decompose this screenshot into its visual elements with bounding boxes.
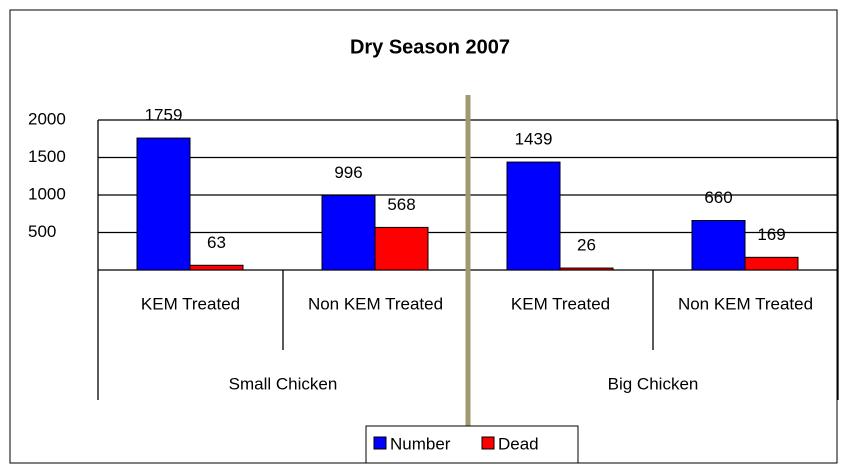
bar [559, 267, 614, 271]
value-label: 660 [704, 188, 732, 207]
x-tick-label: Non KEM Treated [308, 294, 443, 313]
bar [136, 137, 191, 271]
legend-swatch [481, 436, 495, 450]
legend-box [365, 425, 579, 464]
x-tick-label: KEM Treated [511, 294, 610, 313]
bar [189, 264, 244, 271]
bar [744, 256, 799, 271]
x-tick-label: KEM Treated [141, 294, 240, 313]
y-tick-label: 2000 [28, 109, 66, 128]
bar [506, 161, 561, 271]
legend-swatch [373, 436, 387, 450]
value-label: 1759 [145, 106, 183, 125]
group-label: Small Chicken [229, 374, 338, 393]
group-label: Big Chicken [608, 374, 699, 393]
bar [321, 194, 376, 271]
x-tick-label: Non KEM Treated [678, 294, 813, 313]
value-label: 1439 [515, 130, 553, 149]
y-tick-label: 1500 [28, 147, 66, 166]
value-label: 996 [334, 163, 362, 182]
bar [374, 226, 429, 271]
value-label: 169 [757, 225, 785, 244]
bar [691, 220, 746, 271]
y-tick-label: 500 [28, 222, 56, 241]
chart-title: Dry Season 2007 [350, 36, 510, 58]
value-label: 63 [207, 233, 226, 252]
value-label: 26 [577, 236, 596, 255]
legend-label: Dead [498, 434, 539, 453]
legend-label: Number [390, 434, 451, 453]
y-tick-label: 1000 [28, 184, 66, 203]
value-label: 568 [387, 195, 415, 214]
